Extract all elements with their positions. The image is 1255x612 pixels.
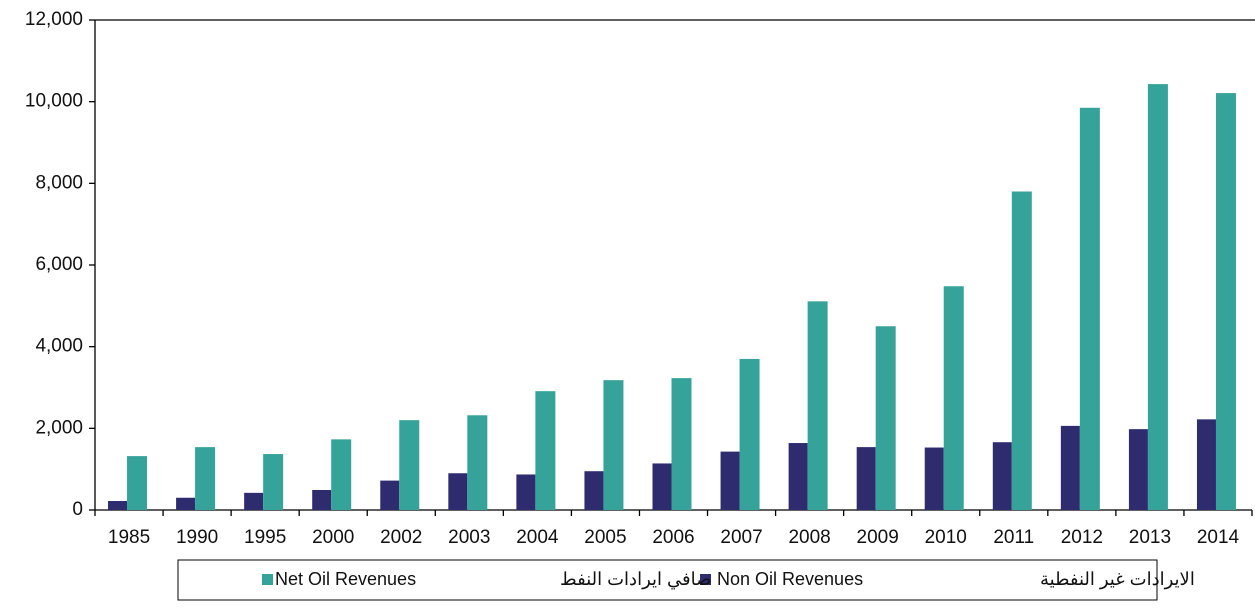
x-tick-label: 2014 <box>1197 527 1240 548</box>
y-tick-label: 12,000 <box>25 9 83 30</box>
y-tick-label: 2,000 <box>35 417 83 438</box>
bar <box>943 286 964 510</box>
x-tick-label: 1995 <box>244 527 286 548</box>
y-tick-label: 8,000 <box>35 172 83 193</box>
legend-label: Non Oil Revenues <box>717 569 863 589</box>
x-tick-label: 2006 <box>652 527 694 548</box>
bar <box>535 391 556 510</box>
x-tick-label: 2008 <box>788 527 830 548</box>
bar <box>176 497 196 510</box>
y-tick-label: 6,000 <box>35 254 83 275</box>
bar <box>108 501 128 510</box>
x-tick-label: 2007 <box>720 527 762 548</box>
x-tick-label: 2011 <box>993 527 1034 548</box>
x-tick-label: 2000 <box>312 527 354 548</box>
bar <box>875 326 896 510</box>
bar <box>739 358 760 510</box>
x-tick-label: 2004 <box>516 527 559 548</box>
bar <box>1196 419 1216 510</box>
x-tick-label: 2002 <box>380 527 422 548</box>
legend-label-ar: الايرادات غير النفطية <box>1040 569 1195 590</box>
x-tick-label: 1990 <box>176 527 218 548</box>
bar <box>399 420 420 510</box>
bar <box>1011 191 1032 510</box>
y-tick-label: 0 <box>72 499 83 520</box>
bar <box>1060 425 1080 510</box>
bar <box>720 451 740 510</box>
bar <box>652 463 672 510</box>
x-tick-label: 2005 <box>584 527 626 548</box>
legend-swatch <box>262 574 273 585</box>
bar <box>671 378 692 510</box>
bar <box>924 447 944 510</box>
bar <box>584 471 604 510</box>
bar <box>312 489 332 510</box>
bar <box>788 443 808 510</box>
bar <box>467 415 488 510</box>
bar <box>856 447 876 510</box>
bar <box>1128 429 1148 510</box>
legend-box <box>177 559 1158 601</box>
bar <box>807 301 828 510</box>
y-tick-label: 10,000 <box>25 91 83 112</box>
bar <box>448 473 468 510</box>
x-tick-label: 2012 <box>1061 527 1103 548</box>
bar <box>127 456 148 510</box>
bar <box>195 447 216 510</box>
bar <box>263 454 284 510</box>
x-tick-label: 2013 <box>1129 527 1171 548</box>
bar <box>1147 84 1168 510</box>
bar <box>603 380 624 510</box>
bar <box>1079 107 1100 511</box>
bar <box>244 492 264 510</box>
bar <box>1215 93 1236 510</box>
x-tick-label: 2010 <box>925 527 967 548</box>
bar <box>380 480 400 510</box>
bar <box>992 442 1012 510</box>
x-tick-label: 1985 <box>108 527 150 548</box>
y-tick-label: 4,000 <box>35 336 83 357</box>
bar <box>516 474 536 510</box>
x-tick-label: 2003 <box>448 527 490 548</box>
legend-label: Net Oil Revenues <box>275 569 416 589</box>
x-tick-label: 2009 <box>857 527 899 548</box>
legend-label-ar: صافي ايرادات النفط <box>560 569 711 590</box>
bar <box>331 439 352 510</box>
legend-swatch <box>700 574 711 585</box>
